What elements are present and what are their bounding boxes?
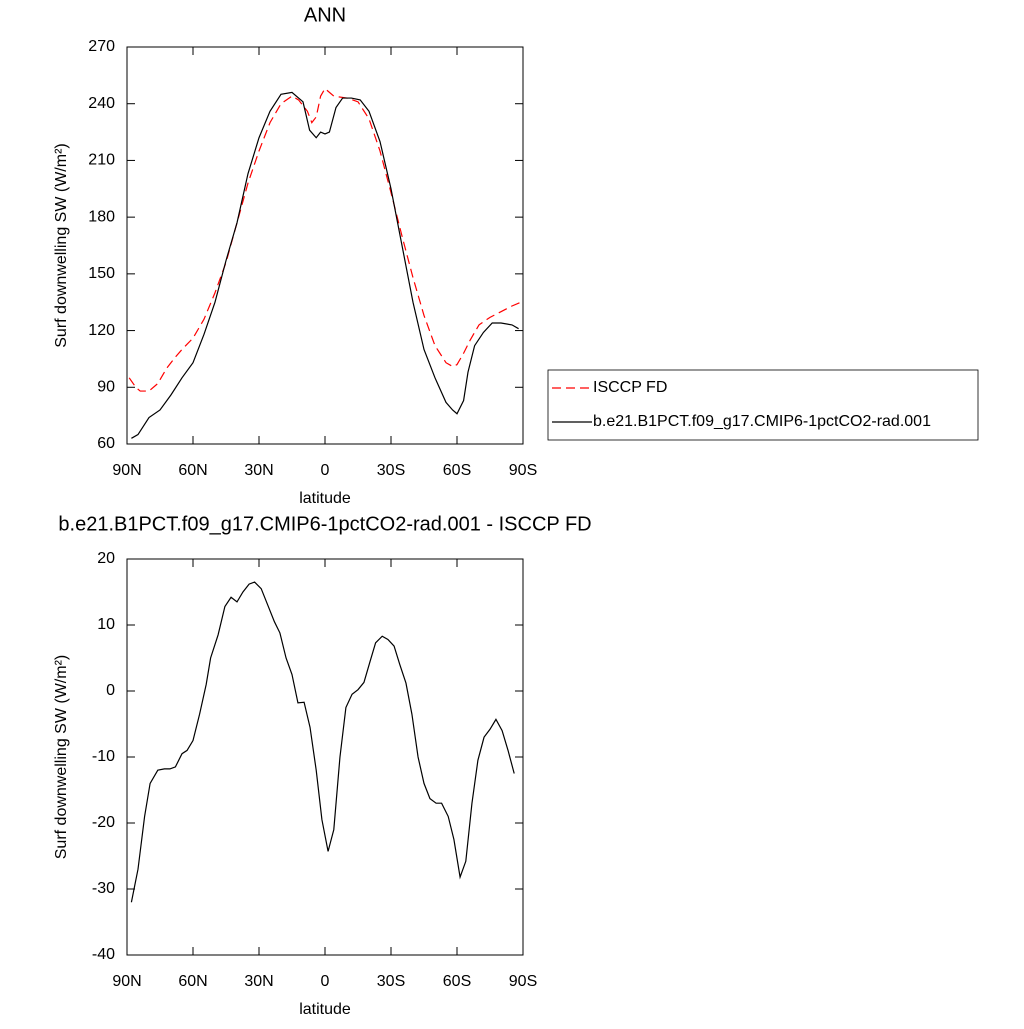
y-tick-label: 60 [97, 435, 115, 452]
y-axis-label: Surf downwelling SW (W/m²) [53, 143, 70, 347]
y-tick-label: 20 [97, 550, 115, 567]
y-tick-label: 270 [88, 38, 115, 55]
x-tick-label: 90N [112, 973, 141, 990]
plot-frame [126, 558, 524, 956]
y-tick-label: -30 [92, 880, 115, 897]
x-tick-label: 0 [321, 462, 330, 479]
x-tick-label: 0 [321, 973, 330, 990]
y-tick-label: 180 [88, 208, 115, 225]
x-tick-label: 60S [443, 462, 471, 479]
y-tick-label: 240 [88, 95, 115, 112]
x-tick-label: 30N [244, 973, 273, 990]
chart-title: ANN [304, 4, 346, 26]
y-tick-label: 150 [88, 265, 115, 282]
x-tick-label: 90N [112, 462, 141, 479]
x-tick-label: 90S [509, 462, 537, 479]
x-tick-label: 90S [509, 973, 537, 990]
y-tick-label: -20 [92, 814, 115, 831]
x-tick-label: 60S [443, 973, 471, 990]
x-tick-label: 60N [178, 973, 207, 990]
x-tick-label: 30N [244, 462, 273, 479]
data-line [130, 581, 515, 903]
x-tick-label: 30S [377, 973, 405, 990]
y-tick-label: -40 [92, 946, 115, 963]
x-axis-label: latitude [299, 490, 351, 507]
x-axis-label: latitude [299, 1001, 351, 1018]
y-tick-label: 90 [97, 379, 115, 396]
y-tick-label: -10 [92, 748, 115, 765]
plot-frame [126, 46, 524, 445]
x-tick-label: 30S [377, 462, 405, 479]
x-tick-label: 60N [178, 462, 207, 479]
y-tick-label: 210 [88, 152, 115, 169]
y-tick-label: 10 [97, 616, 115, 633]
legend-label: b.e21.B1PCT.f09_g17.CMIP6-1pctCO2-rad.00… [593, 413, 931, 430]
y-tick-label: 0 [106, 682, 115, 699]
y-tick-label: 120 [88, 322, 115, 339]
chart-title: b.e21.B1PCT.f09_g17.CMIP6-1pctCO2-rad.00… [58, 513, 591, 535]
data-line [128, 87, 522, 392]
data-line [131, 91, 519, 439]
legend-label: ISCCP FD [593, 379, 667, 396]
legend-box [547, 369, 979, 441]
y-axis-label: Surf downwelling SW (W/m²) [53, 655, 70, 859]
